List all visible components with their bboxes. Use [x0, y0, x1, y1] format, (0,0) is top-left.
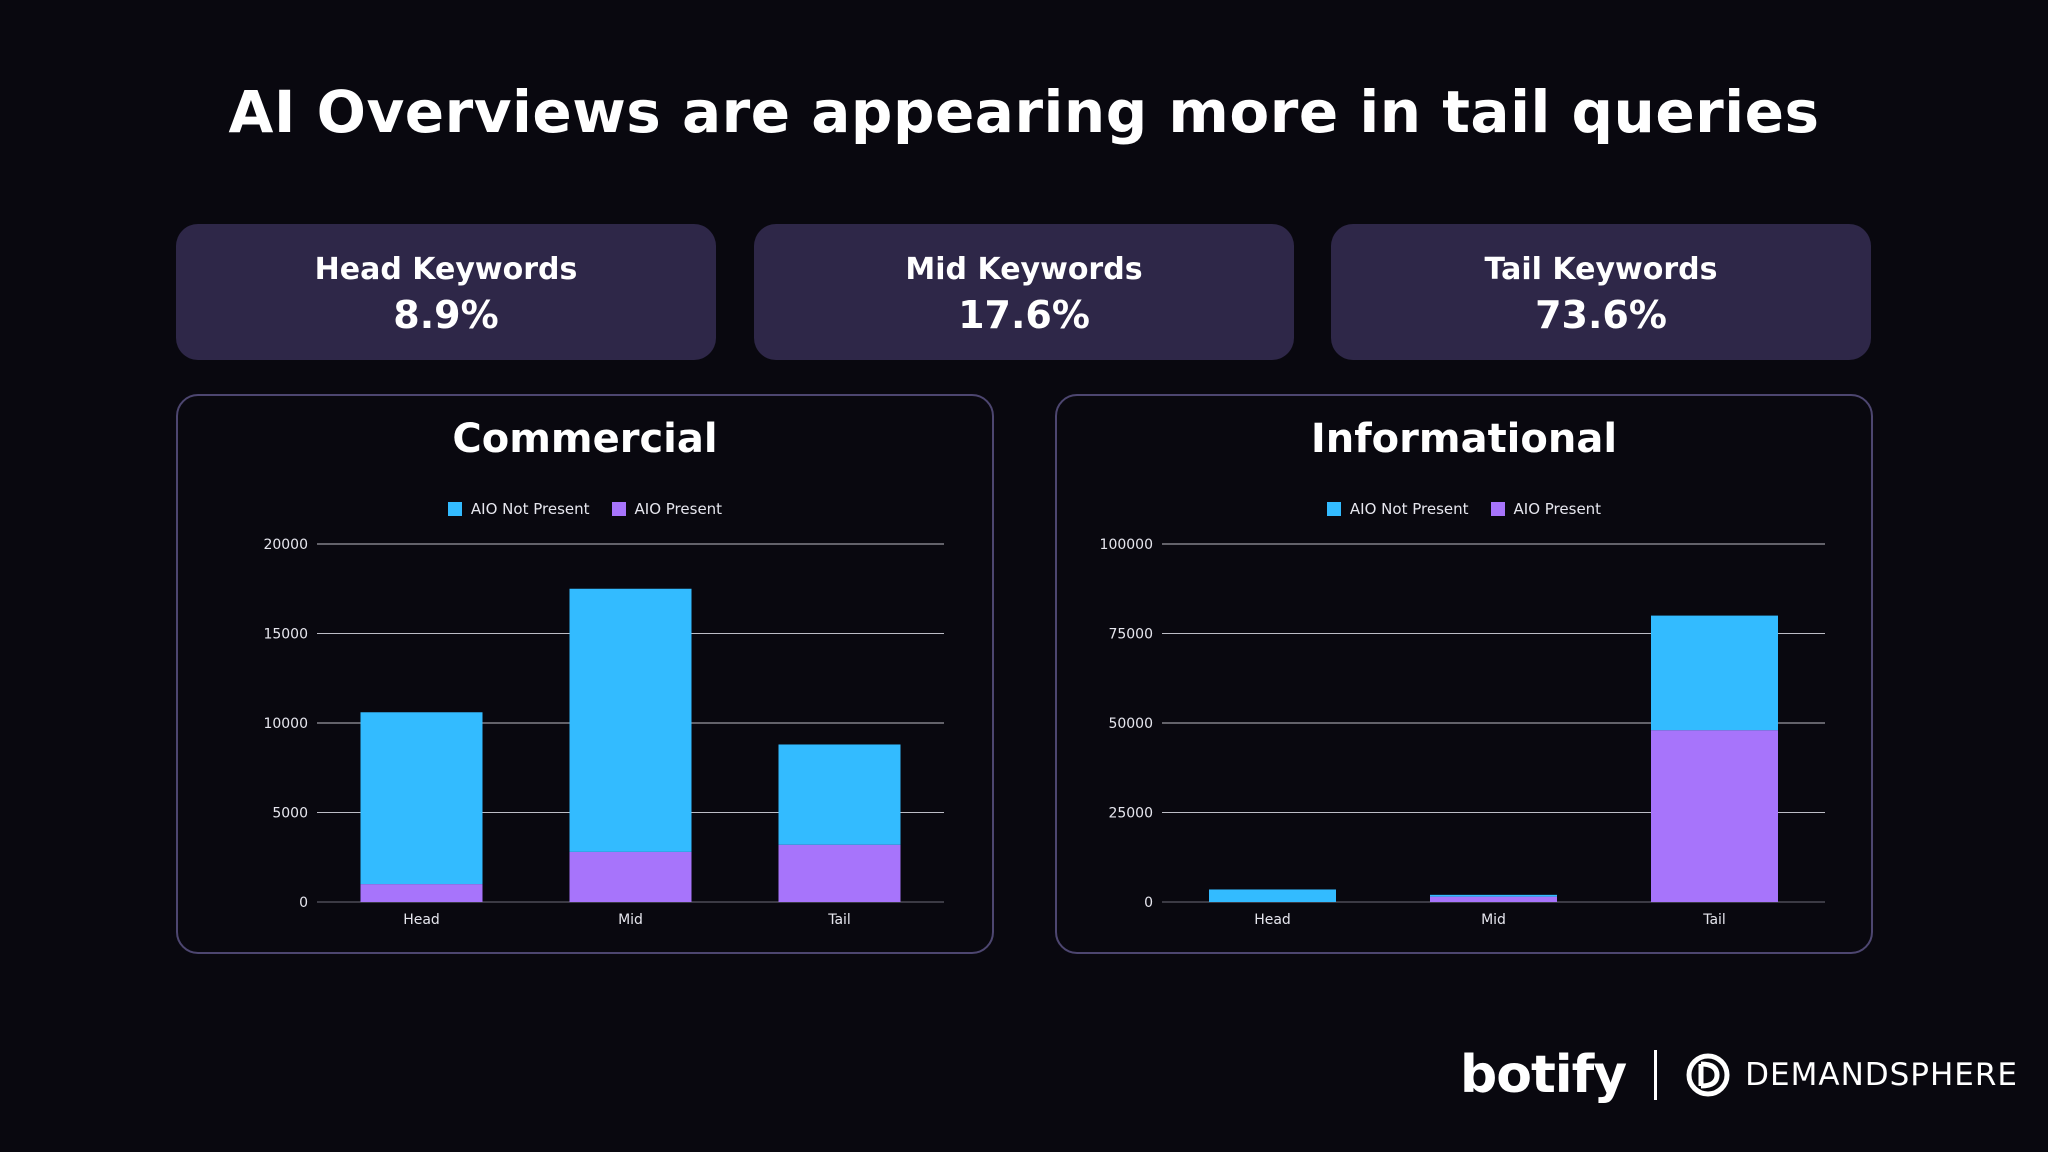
- chart-panel-informational: Informational AIO Not Present AIO Presen…: [1055, 394, 1873, 954]
- bar-tail-present: [1651, 730, 1778, 902]
- botify-logo: botify: [1460, 1045, 1627, 1105]
- stat-card-tail: Tail Keywords 73.6%: [1331, 224, 1871, 360]
- y-tick-label: 10000: [263, 716, 308, 732]
- bar-mid-not-present: [1430, 894, 1557, 897]
- stat-value: 17.6%: [958, 293, 1090, 337]
- chart-commercial-svg: 0 5000 10000 15000 20000 Head Mid Tail: [263, 537, 944, 928]
- y-tick-label: 0: [1144, 895, 1153, 911]
- demandsphere-logo-text: DEMANDSPHERE: [1745, 1057, 2019, 1093]
- y-tick-label: 5000: [272, 806, 308, 822]
- chart-title: Commercial: [452, 416, 718, 462]
- chart-title: Informational: [1310, 416, 1618, 462]
- x-tick-label: Head: [1254, 912, 1291, 928]
- legend-item-present: AIO Present: [1490, 500, 1602, 518]
- legend-swatch-present: [1490, 502, 1505, 516]
- x-tick-label: Mid: [618, 912, 643, 928]
- y-tick-label: 50000: [1108, 716, 1153, 732]
- y-tick-label: 15000: [263, 627, 308, 643]
- stat-value: 8.9%: [393, 293, 499, 337]
- bar-mid-present: [569, 851, 692, 902]
- x-tick-label: Mid: [1481, 912, 1506, 928]
- legend-swatch-not-present: [1326, 502, 1341, 516]
- chart-legend: AIO Not Present AIO Present: [178, 500, 992, 518]
- legend-item-present: AIO Present: [611, 500, 723, 518]
- y-tick-label: 20000: [263, 537, 308, 553]
- legend-item-not-present: AIO Not Present: [447, 500, 590, 518]
- chart-informational-svg: 0 25000 50000 75000 100000 Head Mid Tail: [1100, 537, 1825, 928]
- legend-swatch-not-present: [447, 502, 462, 516]
- stat-label: Head Keywords: [314, 252, 578, 287]
- x-tick-label: Tail: [1702, 912, 1726, 928]
- stat-label: Tail Keywords: [1484, 252, 1718, 287]
- y-tick-label: 100000: [1100, 537, 1153, 553]
- legend-label: AIO Present: [1513, 500, 1602, 518]
- chart-panel-commercial: Commercial AIO Not Present AIO Present 0…: [176, 394, 994, 954]
- y-tick-label: 25000: [1108, 806, 1153, 822]
- y-tick-label: 75000: [1108, 627, 1153, 643]
- legend-swatch-present: [611, 502, 626, 516]
- bar-mid-not-present: [569, 588, 692, 852]
- legend-label: AIO Not Present: [1349, 500, 1469, 518]
- footer-logos: botify DEMANDSPHERE: [1460, 1040, 2018, 1110]
- legend-item-not-present: AIO Not Present: [1326, 500, 1469, 518]
- x-tick-label: Head: [403, 912, 440, 928]
- slide-title: AI Overviews are appearing more in tail …: [228, 78, 1820, 146]
- bar-mid-present: [1430, 896, 1557, 902]
- legend-label: AIO Not Present: [470, 500, 590, 518]
- stat-card-mid: Mid Keywords 17.6%: [754, 224, 1294, 360]
- stat-card-head: Head Keywords 8.9%: [176, 224, 716, 360]
- chart-legend: AIO Not Present AIO Present: [1057, 500, 1871, 518]
- logo-divider: [1654, 1050, 1658, 1100]
- bar-head-not-present: [1209, 889, 1336, 902]
- bar-head-present: [360, 884, 483, 902]
- bar-tail-not-present: [778, 744, 901, 845]
- x-tick-label: Tail: [827, 912, 851, 928]
- demandsphere-mark-icon: [1686, 1053, 1730, 1097]
- bar-head-not-present: [360, 712, 483, 885]
- stat-label: Mid Keywords: [905, 252, 1143, 287]
- stat-value: 73.6%: [1535, 293, 1667, 337]
- bar-tail-not-present: [1651, 615, 1778, 731]
- bar-tail-present: [778, 844, 901, 902]
- y-tick-label: 0: [299, 895, 308, 911]
- legend-label: AIO Present: [634, 500, 723, 518]
